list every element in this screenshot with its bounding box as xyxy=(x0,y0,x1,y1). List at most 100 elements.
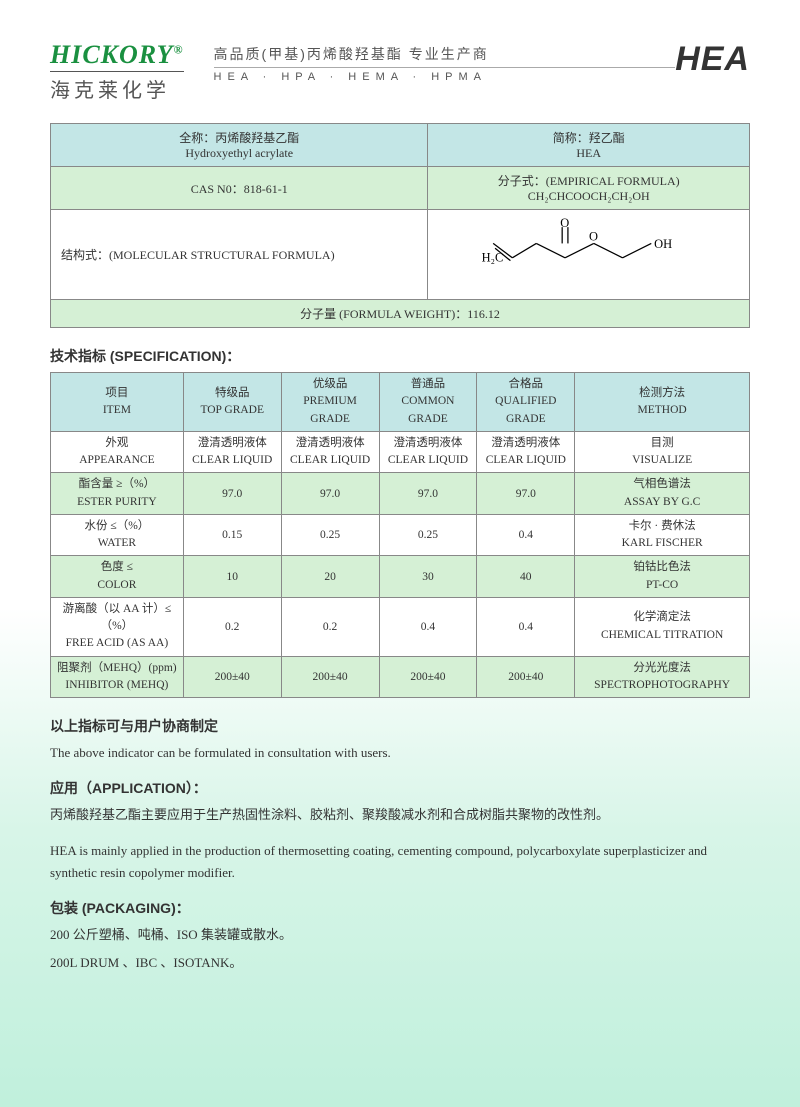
empirical-label: 分子式：(EMPIRICAL FORMULA) xyxy=(438,172,739,189)
spec-value: 97.0 xyxy=(281,473,379,515)
spec-value: 40 xyxy=(477,556,575,598)
brand-block: HICKORY® 海克莱化学 xyxy=(50,40,184,103)
head-top: 特级品TOP GRADE xyxy=(183,373,281,432)
head-prem-en: PREMIUM GRADE xyxy=(286,393,375,428)
svg-text:O: O xyxy=(560,218,569,230)
spec-method: 铂钴比色法PT-CO xyxy=(575,556,750,598)
spec-item: 游离酸（以 AA 计）≤（%）FREE ACID (AS AA) xyxy=(51,597,184,656)
spec-value: 200±40 xyxy=(477,656,575,698)
head-com: 普通品COMMON GRADE xyxy=(379,373,477,432)
spec-value: 0.2 xyxy=(281,597,379,656)
spec-value: 0.2 xyxy=(183,597,281,656)
tagline-cn: 高品质(甲基)丙烯酸羟基酯 专业生产商 xyxy=(214,44,676,64)
fullname-cell: 全称：丙烯酸羟基乙酯 Hydroxyethyl acrylate xyxy=(51,124,428,167)
structural-label: 结构式：(MOLECULAR STRUCTURAL FORMULA) xyxy=(51,210,428,300)
spec-value: 10 xyxy=(183,556,281,598)
spec-method: 化学滴定法CHEMICAL TITRATION xyxy=(575,597,750,656)
spec-value: 97.0 xyxy=(379,473,477,515)
spec-value: 0.25 xyxy=(281,514,379,556)
head-method-en: METHOD xyxy=(579,402,745,419)
spec-value: 0.4 xyxy=(477,514,575,556)
note-cn: 以上指标可与用户协商制定 xyxy=(50,716,750,736)
application-cn: 丙烯酸羟基乙酯主要应用于生产热固性涂料、胶粘剂、聚羧酸减水剂和合成树脂共聚物的改… xyxy=(50,804,750,826)
application-en: HEA is mainly applied in the production … xyxy=(50,840,750,884)
head-qual-cn: 合格品 xyxy=(481,376,570,393)
spec-value: 澄清透明液体CLEAR LIQUID xyxy=(281,431,379,473)
head-item: 项目ITEM xyxy=(51,373,184,432)
head-top-en: TOP GRADE xyxy=(188,402,277,419)
spec-value: 200±40 xyxy=(183,656,281,698)
brand-name-cn: 海克莱化学 xyxy=(50,71,184,103)
brand-name: HICKORY® xyxy=(50,40,184,70)
abbr-cell: 简称：羟乙酯 HEA xyxy=(428,124,750,167)
packaging-cn: 200 公斤塑桶、吨桶、ISO 集装罐或散水。 xyxy=(50,924,750,946)
spec-value: 97.0 xyxy=(477,473,575,515)
spec-item: 阻聚剂（MEHQ）(ppm)INHIBITOR (MEHQ) xyxy=(51,656,184,698)
spec-value: 0.4 xyxy=(477,597,575,656)
spec-method: 目测VISUALIZE xyxy=(575,431,750,473)
head-item-cn: 项目 xyxy=(55,385,179,402)
fullname-en: Hydroxyethyl acrylate xyxy=(61,146,417,161)
head-qual: 合格品QUALIFIED GRADE xyxy=(477,373,575,432)
brand-text: HICKORY xyxy=(50,40,174,69)
packaging-en: 200L DRUM 、IBC 、ISOTANK。 xyxy=(50,952,750,974)
head-method-cn: 检测方法 xyxy=(579,385,745,402)
head-item-en: ITEM xyxy=(55,402,179,419)
spec-value: 澄清透明液体CLEAR LIQUID xyxy=(183,431,281,473)
head-prem: 优级品PREMIUM GRADE xyxy=(281,373,379,432)
empirical-cell: 分子式：(EMPIRICAL FORMULA) CH₂CHCOOCH₂CH₂OH xyxy=(428,167,750,210)
head-method: 检测方法METHOD xyxy=(575,373,750,432)
svg-text:H₂C: H₂C xyxy=(481,250,503,264)
spec-value: 0.4 xyxy=(379,597,477,656)
head-com-en: COMMON GRADE xyxy=(384,393,473,428)
spec-row: 阻聚剂（MEHQ）(ppm)INHIBITOR (MEHQ)200±40200±… xyxy=(51,656,750,698)
spec-item: 色度 ≤COLOR xyxy=(51,556,184,598)
spec-value: 97.0 xyxy=(183,473,281,515)
svg-text:OH: OH xyxy=(654,237,672,251)
product-logo: HEA xyxy=(675,40,750,79)
spec-method: 气相色谱法ASSAY BY G.C xyxy=(575,473,750,515)
molecule-svg: H₂C O O OH xyxy=(474,218,704,288)
spec-value: 澄清透明液体CLEAR LIQUID xyxy=(477,431,575,473)
spec-value: 20 xyxy=(281,556,379,598)
spec-method: 分光光度法SPECTROPHOTOGRAPHY xyxy=(575,656,750,698)
head-qual-en: QUALIFIED GRADE xyxy=(481,393,570,428)
reg-mark: ® xyxy=(174,42,184,56)
spec-item: 酯含量 ≥（%）ESTER PURITY xyxy=(51,473,184,515)
fullname-cn: 全称：丙烯酸羟基乙酯 xyxy=(61,129,417,146)
head-com-cn: 普通品 xyxy=(384,376,473,393)
spec-value: 0.25 xyxy=(379,514,477,556)
packaging-title: 包装 (PACKAGING)： xyxy=(50,898,750,918)
cas-cell: CAS N0：818-61-1 xyxy=(51,167,428,210)
spec-value: 200±40 xyxy=(379,656,477,698)
note-en: The above indicator can be formulated in… xyxy=(50,742,750,764)
spec-item: 水份 ≤（%）WATER xyxy=(51,514,184,556)
abbr-en: HEA xyxy=(438,146,739,161)
spec-method: 卡尔 · 费休法KARL FISCHER xyxy=(575,514,750,556)
tagline-en: HEA · HPA · HEMA · HPMA xyxy=(214,67,676,83)
spec-table: 项目ITEM 特级品TOP GRADE 优级品PREMIUM GRADE 普通品… xyxy=(50,372,750,698)
tagline-block: 高品质(甲基)丙烯酸羟基酯 专业生产商 HEA · HPA · HEMA · H… xyxy=(214,44,676,83)
spec-row: 游离酸（以 AA 计）≤（%）FREE ACID (AS AA)0.20.20.… xyxy=(51,597,750,656)
page-header: HICKORY® 海克莱化学 高品质(甲基)丙烯酸羟基酯 专业生产商 HEA ·… xyxy=(50,40,750,103)
head-top-cn: 特级品 xyxy=(188,385,277,402)
empirical-formula: CH₂CHCOOCH₂CH₂OH xyxy=(438,189,739,204)
spec-value: 澄清透明液体CLEAR LIQUID xyxy=(379,431,477,473)
spec-title: 技术指标 (SPECIFICATION)： xyxy=(50,346,750,366)
spec-item: 外观APPEARANCE xyxy=(51,431,184,473)
spec-value: 0.15 xyxy=(183,514,281,556)
spec-row: 外观APPEARANCE澄清透明液体CLEAR LIQUID澄清透明液体CLEA… xyxy=(51,431,750,473)
application-title: 应用（APPLICATION）： xyxy=(50,778,750,798)
weight-cell: 分子量 (FORMULA WEIGHT)：116.12 xyxy=(51,300,750,328)
info-table: 全称：丙烯酸羟基乙酯 Hydroxyethyl acrylate 简称：羟乙酯 … xyxy=(50,123,750,328)
abbr-cn: 简称：羟乙酯 xyxy=(438,129,739,146)
structural-formula: H₂C O O OH xyxy=(428,210,750,300)
spec-header-row: 项目ITEM 特级品TOP GRADE 优级品PREMIUM GRADE 普通品… xyxy=(51,373,750,432)
svg-text:O: O xyxy=(589,229,598,243)
spec-row: 酯含量 ≥（%）ESTER PURITY97.097.097.097.0气相色谱… xyxy=(51,473,750,515)
spec-value: 200±40 xyxy=(281,656,379,698)
spec-row: 水份 ≤（%）WATER0.150.250.250.4卡尔 · 费休法KARL … xyxy=(51,514,750,556)
head-prem-cn: 优级品 xyxy=(286,376,375,393)
spec-row: 色度 ≤COLOR10203040铂钴比色法PT-CO xyxy=(51,556,750,598)
spec-value: 30 xyxy=(379,556,477,598)
